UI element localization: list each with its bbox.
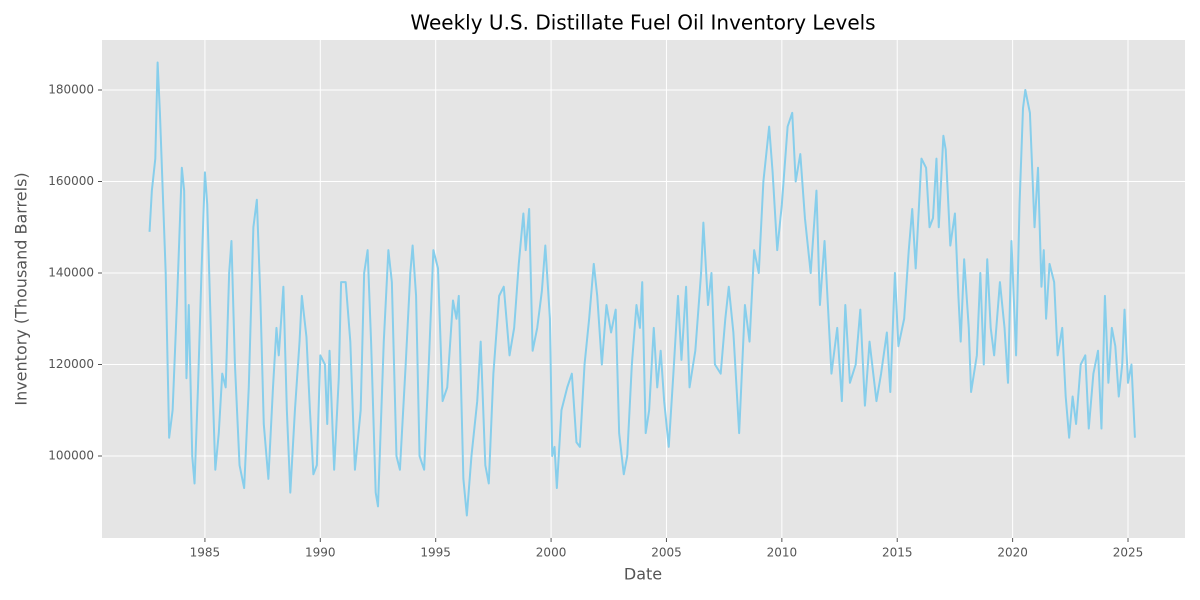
chart-title: Weekly U.S. Distillate Fuel Oil Inventor…: [410, 11, 875, 35]
x-axis-label: Date: [624, 565, 662, 584]
y-tick-label: 100000: [48, 449, 94, 463]
y-tick-label: 160000: [48, 174, 94, 188]
x-tick-label: 2015: [882, 546, 913, 560]
x-tick-label: 2020: [997, 546, 1028, 560]
y-axis-label: Inventory (Thousand Barrels): [12, 172, 31, 405]
x-tick-label: 1990: [305, 546, 336, 560]
data-line: [148, 61, 1136, 517]
y-tick-label: 180000: [48, 83, 94, 97]
y-tick-label: 120000: [48, 357, 94, 371]
x-tick-label: 2005: [651, 546, 682, 560]
x-tick-label: 2025: [1113, 546, 1144, 560]
y-tick-label: 140000: [48, 266, 94, 280]
x-tick-label: 1985: [190, 546, 221, 560]
x-tick-label: 2010: [767, 546, 798, 560]
x-tick-label: 1995: [420, 546, 451, 560]
x-tick-label: 2000: [536, 546, 567, 560]
